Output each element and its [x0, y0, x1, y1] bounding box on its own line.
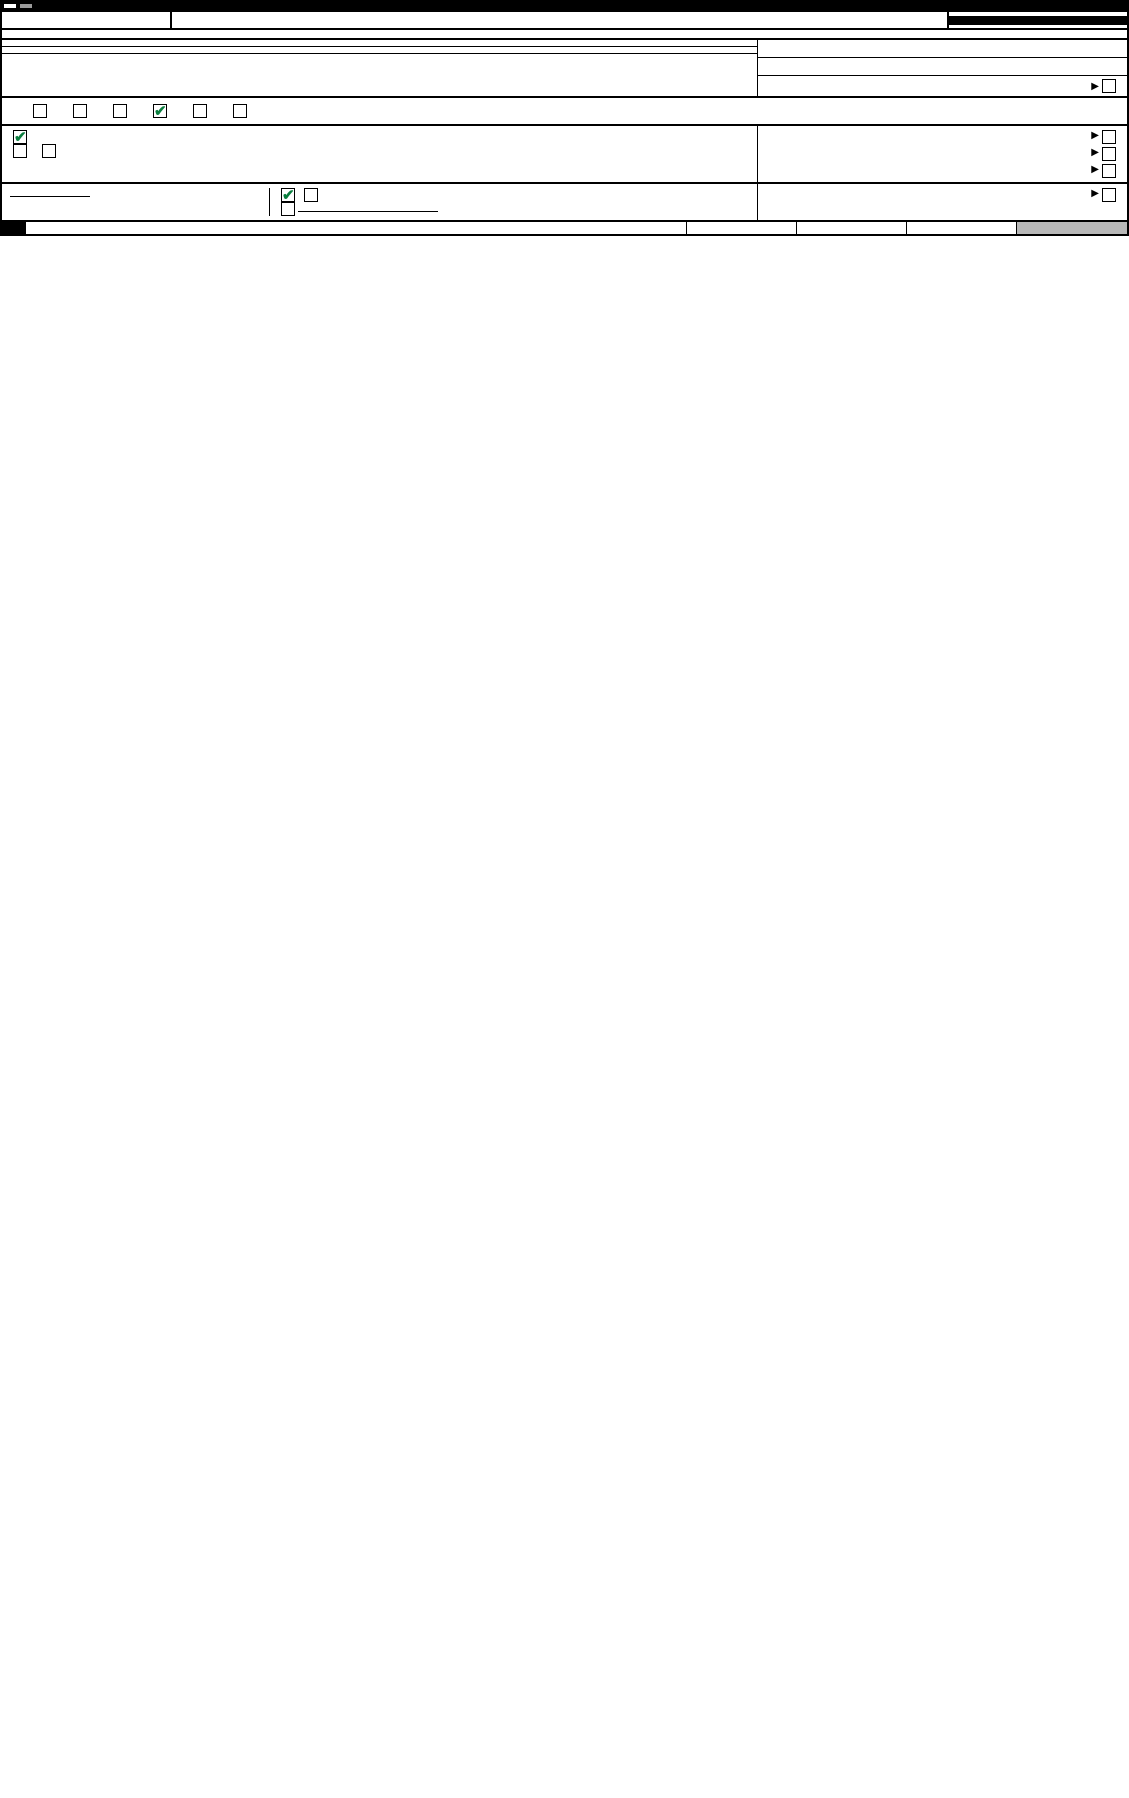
fmv-value: [10, 196, 90, 197]
checkbox-c[interactable]: [1102, 79, 1116, 93]
col-c: [907, 222, 1017, 234]
chk-4947[interactable]: [13, 144, 27, 158]
chk-final[interactable]: [113, 104, 127, 118]
open-inspection: [949, 17, 1127, 25]
entity-info: ▶: [0, 40, 1129, 98]
part1-header: [0, 222, 1129, 236]
chk-d2[interactable]: [1102, 147, 1116, 161]
chk-initial[interactable]: [33, 104, 47, 118]
header-mid: [172, 12, 947, 28]
col-d: [1017, 222, 1127, 234]
header-left: [2, 12, 172, 28]
chk-other-acct[interactable]: [281, 202, 295, 216]
chk-address[interactable]: [193, 104, 207, 118]
chk-name[interactable]: [233, 104, 247, 118]
chk-other-tax[interactable]: [42, 144, 56, 158]
section-ij: ▶: [0, 184, 1129, 222]
chk-d1[interactable]: [1102, 130, 1116, 144]
part1-label: [2, 222, 26, 234]
section-h: ▶ ▶ ▶: [0, 126, 1129, 184]
efile-label[interactable]: [4, 4, 16, 8]
submission-date: [20, 4, 32, 8]
col-b: [797, 222, 907, 234]
top-bar: [0, 0, 1129, 12]
col-a: [687, 222, 797, 234]
arrow-icon: ▶: [1091, 81, 1099, 92]
chk-accrual[interactable]: [304, 188, 318, 202]
chk-initial-former[interactable]: [73, 104, 87, 118]
header-right: [947, 12, 1127, 28]
chk-501c3[interactable]: [13, 130, 27, 144]
chk-e[interactable]: [1102, 164, 1116, 178]
form-header: [0, 12, 1129, 30]
part1-desc: [26, 222, 686, 234]
section-g: [0, 98, 1129, 126]
chk-f[interactable]: [1102, 188, 1116, 202]
chk-amended[interactable]: [153, 104, 167, 118]
page-footer: [0, 236, 1129, 244]
calendar-year: [0, 30, 1129, 40]
chk-cash[interactable]: [281, 188, 295, 202]
